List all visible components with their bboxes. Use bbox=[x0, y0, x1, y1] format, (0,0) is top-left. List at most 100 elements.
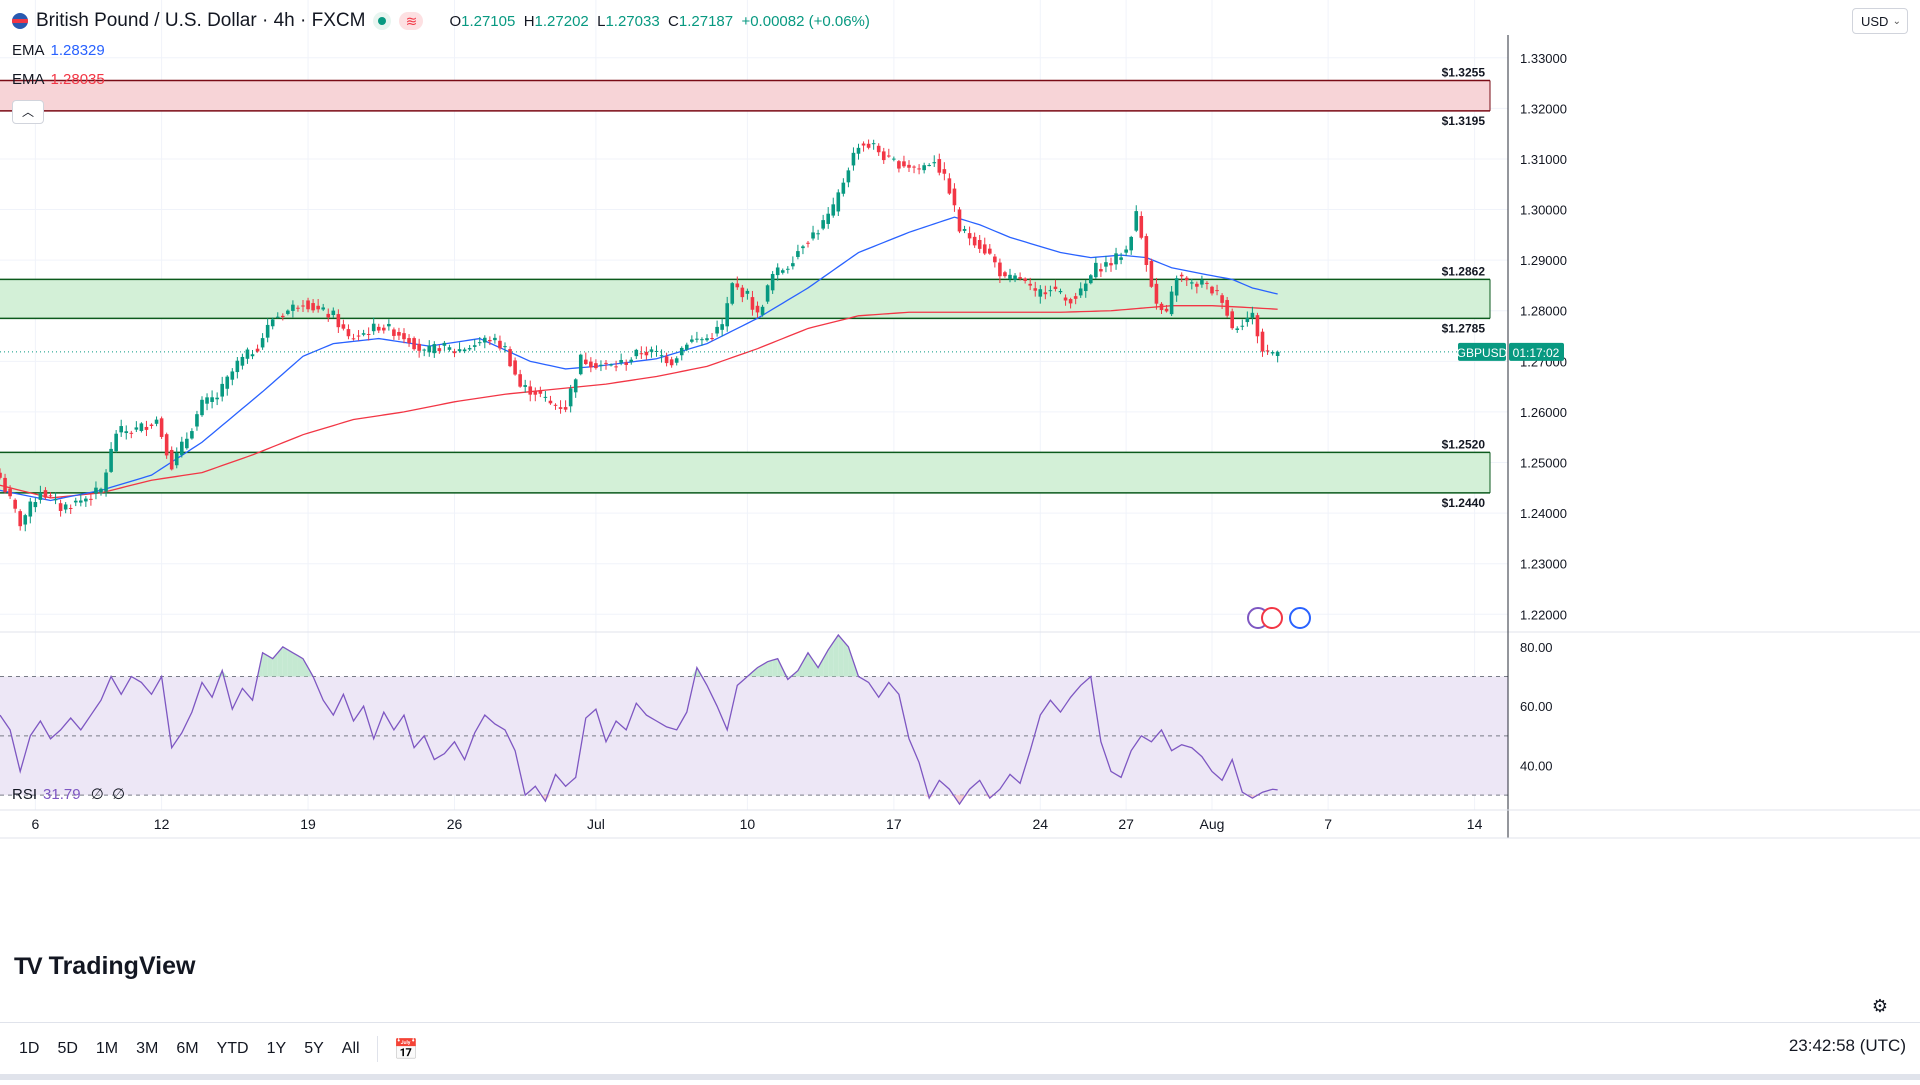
candle-body bbox=[366, 333, 371, 335]
range-1d[interactable]: 1D bbox=[19, 1040, 40, 1057]
candle-body bbox=[316, 305, 320, 310]
candle-body bbox=[134, 427, 139, 430]
time-tick-label: 19 bbox=[300, 816, 316, 832]
candle-body bbox=[472, 345, 477, 347]
candle-body bbox=[700, 339, 704, 341]
market-status-icon[interactable] bbox=[373, 12, 392, 30]
price-tick-label: 1.23000 bbox=[1520, 557, 1567, 572]
candle-body bbox=[892, 158, 896, 160]
candle-body bbox=[998, 262, 1002, 277]
candle-body bbox=[326, 313, 331, 318]
resistance-bottom-label: $1.3195 bbox=[1442, 114, 1486, 128]
change-value: +0.00082 (+0.06%) bbox=[741, 12, 870, 30]
candle-body bbox=[1094, 262, 1098, 278]
candle-body bbox=[1174, 278, 1179, 296]
rsi-legend[interactable]: RSI 31.79 ∅ ∅ bbox=[12, 785, 125, 803]
candle-body bbox=[1184, 277, 1189, 281]
candle-body bbox=[664, 356, 669, 364]
price-tick-label: 1.30000 bbox=[1520, 203, 1567, 218]
candle-body bbox=[89, 498, 93, 500]
compare-wave-icon[interactable]: ≋ bbox=[399, 12, 424, 30]
candle-body bbox=[407, 338, 411, 344]
resistance-zone bbox=[0, 80, 1490, 111]
range-ytd[interactable]: YTD bbox=[216, 1040, 249, 1057]
rsi-pane bbox=[0, 631, 1920, 806]
candle-body bbox=[685, 344, 689, 350]
candle-body bbox=[866, 143, 871, 148]
candle-body bbox=[33, 502, 38, 508]
candle-body bbox=[53, 498, 58, 501]
range-3m[interactable]: 3M bbox=[136, 1040, 159, 1057]
candle-body bbox=[84, 498, 88, 502]
range-5d[interactable]: 5D bbox=[57, 1040, 78, 1057]
pivot-zone bbox=[0, 279, 1490, 319]
candle-body bbox=[735, 283, 740, 288]
calendar-icon[interactable]: 📅 bbox=[393, 1038, 419, 1061]
candle-body bbox=[200, 399, 204, 416]
candle-body bbox=[982, 244, 987, 254]
candle-body bbox=[508, 349, 512, 367]
candle-body bbox=[1270, 352, 1275, 354]
candle-body bbox=[1255, 315, 1260, 337]
ohlc-values: O1.27105 H1.27202 L1.27033 C1.27187 +0.0… bbox=[449, 13, 869, 30]
candle-body bbox=[356, 335, 361, 337]
candle-body bbox=[1089, 275, 1093, 284]
gbp-flag-icon bbox=[12, 13, 28, 29]
candle-body bbox=[1250, 312, 1255, 318]
candle-body bbox=[826, 213, 830, 224]
candle-body bbox=[154, 419, 159, 424]
candle-body bbox=[644, 351, 649, 356]
candle-body bbox=[432, 344, 437, 354]
candle-body bbox=[260, 338, 265, 348]
candle-body bbox=[669, 359, 674, 366]
symbol-title[interactable]: British Pound / U.S. Dollar · 4h · FXCM bbox=[36, 10, 366, 31]
range-all[interactable]: All bbox=[341, 1040, 360, 1057]
candle-body bbox=[1265, 350, 1270, 352]
price-tick-label: 1.26000 bbox=[1520, 405, 1567, 420]
candle-body bbox=[755, 305, 760, 313]
support-bottom-label: $1.2440 bbox=[1442, 496, 1486, 510]
candle-body bbox=[483, 337, 487, 343]
candle-body bbox=[38, 492, 43, 500]
candle-body bbox=[750, 297, 755, 310]
candle-body bbox=[346, 329, 351, 337]
candle-body bbox=[286, 310, 290, 314]
candle-body bbox=[382, 327, 386, 331]
candle-body bbox=[331, 310, 336, 316]
candle-body bbox=[442, 342, 447, 346]
candle-body bbox=[745, 290, 750, 294]
currency-select[interactable]: USD ⌄ bbox=[1852, 8, 1908, 34]
candle-body bbox=[1159, 303, 1164, 311]
candle-body bbox=[159, 418, 164, 437]
rsi-overbought-fill bbox=[797, 661, 803, 677]
toolbar-divider bbox=[376, 1036, 378, 1062]
candle-body bbox=[548, 400, 553, 404]
rsi-overbought-fill bbox=[777, 658, 783, 677]
tradingview-logo[interactable]: TV TradingView bbox=[14, 952, 195, 981]
candle-body bbox=[48, 495, 53, 497]
range-1y[interactable]: 1Y bbox=[266, 1040, 287, 1057]
ema-fast-legend[interactable]: EMA 1.28329 bbox=[12, 42, 105, 59]
candle-body bbox=[543, 396, 548, 398]
collapse-legend-button[interactable]: ︿ bbox=[12, 100, 44, 124]
ema-fast-label: EMA bbox=[12, 42, 45, 59]
utc-clock[interactable]: 23:42:58 (UTC) bbox=[1788, 1036, 1906, 1055]
candle-body bbox=[876, 145, 881, 153]
ema-slow-legend[interactable]: EMA 1.28035 bbox=[12, 71, 105, 88]
chevron-down-icon: ⌄ bbox=[1892, 16, 1901, 27]
range-5y[interactable]: 5Y bbox=[304, 1040, 324, 1057]
settings-gear-icon[interactable]: ⚙ bbox=[1871, 996, 1889, 1016]
candle-body bbox=[1099, 269, 1103, 272]
rsi-overbought-fill bbox=[292, 652, 298, 677]
range-6m[interactable]: 6M bbox=[176, 1040, 199, 1057]
open-value: 1.27105 bbox=[461, 12, 516, 30]
candle-body bbox=[765, 285, 770, 302]
range-1m[interactable]: 1M bbox=[95, 1040, 119, 1057]
candle-body bbox=[1013, 275, 1017, 280]
candle-body bbox=[392, 329, 396, 336]
candle-body bbox=[801, 246, 805, 249]
candle-body bbox=[629, 359, 634, 362]
candles bbox=[0, 139, 1280, 532]
candle-body bbox=[659, 355, 664, 357]
